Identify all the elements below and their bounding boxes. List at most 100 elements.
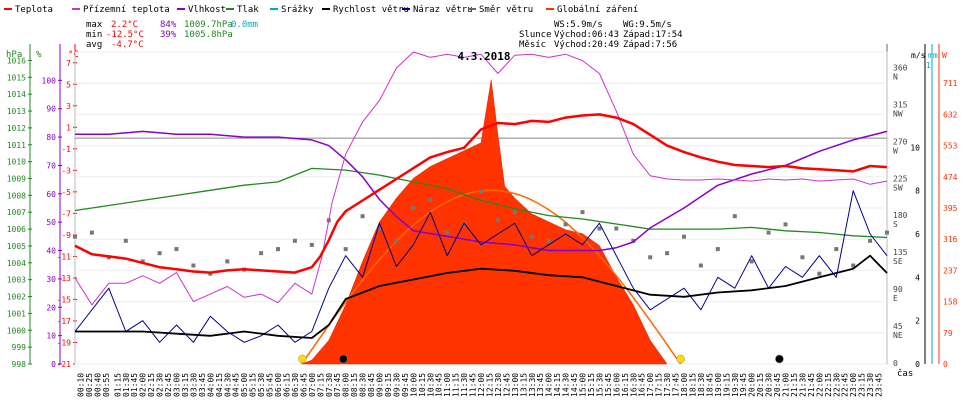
x-tick-label: 04:30 — [223, 373, 232, 397]
x-tick-label: 20:15 — [756, 373, 765, 397]
mm-unit: mm — [928, 51, 938, 60]
x-tick-label: 12:30 — [494, 373, 503, 397]
w-tick: 158 — [943, 298, 958, 307]
wind-direction-point — [360, 214, 365, 219]
hpa-axis-tick: 1009 — [7, 174, 26, 183]
x-tick-label: 18:45 — [705, 373, 714, 397]
dir-label: N — [893, 72, 898, 81]
ms-tick: 8 — [915, 187, 920, 196]
hpa-axis-tick: 1002 — [7, 293, 26, 302]
info-wg: WG:9.5m/s — [623, 20, 672, 30]
x-tick-label: 15:00 — [579, 373, 588, 397]
hpa-unit: hPa — [6, 50, 22, 60]
pct-axis-tick: 90 — [46, 105, 56, 114]
x-tick-label: 04:45 — [232, 373, 241, 397]
dir-tick: 0 — [893, 359, 898, 368]
x-tick-label: 05:00 — [240, 373, 249, 397]
dir-tick: 225 — [893, 174, 908, 183]
wind-direction-point — [428, 197, 433, 202]
x-tick-label: 11:15 — [452, 373, 461, 397]
wind-direction-point — [614, 226, 619, 231]
x-tick-label: 11:00 — [443, 373, 452, 397]
dir-tick: 315 — [893, 100, 908, 109]
x-tick-label: 17:15 — [655, 373, 664, 397]
legend-label: Srážky — [281, 5, 314, 15]
ms-tick: 2 — [915, 317, 920, 326]
x-tick-label: 07:15 — [316, 373, 325, 397]
hpa-axis-tick: 1014 — [7, 90, 26, 99]
x-tick-label: 14:15 — [553, 373, 562, 397]
wind-direction-point — [479, 189, 483, 194]
x-tick-label: 19:15 — [722, 373, 731, 397]
hpa-axis-tick: 1013 — [7, 107, 26, 116]
legend-label: Teplota — [15, 5, 53, 15]
dir-label: S — [893, 220, 898, 229]
ms-tick: 6 — [915, 230, 920, 239]
x-tick-label: 10:15 — [418, 373, 427, 397]
x-tick-label: 17:45 — [672, 373, 681, 397]
mm-tick: 1 — [926, 61, 931, 70]
stats-max-label: max — [86, 20, 103, 30]
wind-direction-point — [851, 263, 856, 268]
w-tick: 237 — [943, 266, 958, 275]
dir-tick: 360 — [893, 63, 908, 72]
degc-axis-tick: -19 — [57, 338, 72, 347]
degc-axis-tick: -13 — [57, 274, 72, 283]
degc-axis-tick: 1 — [66, 123, 71, 132]
x-tick-label: 19:00 — [714, 373, 723, 397]
wind-direction-point — [563, 222, 568, 227]
wind-direction-point — [462, 222, 467, 227]
x-tick-label: 03:45 — [198, 373, 207, 397]
wind-direction-point — [715, 247, 720, 252]
stats-min-temp: -12.5°C — [106, 30, 144, 40]
wind-direction-point — [377, 226, 382, 231]
x-tick-label: 23:45 — [875, 373, 884, 397]
wind-direction-point — [512, 210, 517, 215]
x-tick-label: 20:45 — [773, 373, 782, 397]
ground-temperature-line — [74, 51, 888, 306]
stats-max-press: 1009.7hPa — [184, 20, 233, 30]
x-tick-label: 09:30 — [392, 373, 401, 397]
x-tick-label: 08:15 — [350, 373, 359, 397]
wind-direction-point — [800, 255, 805, 260]
x-tick-label: 21:00 — [782, 373, 791, 397]
dir-tick: 270 — [893, 137, 908, 146]
stats-min-label: min — [86, 30, 102, 40]
x-tick-label: 00:25 — [85, 373, 94, 397]
wind-direction-point — [394, 238, 399, 243]
x-tick-label: 09:15 — [384, 373, 393, 397]
wind-direction-point — [89, 230, 94, 235]
stats-min-press: 1005.8hPa — [184, 30, 233, 40]
wind-direction-point — [580, 210, 585, 215]
pct-axis-tick: 50 — [46, 218, 56, 227]
chart-title: 4.3.2018 — [458, 50, 511, 63]
wind-direction-point — [597, 226, 602, 231]
hpa-axis-tick: 1003 — [7, 276, 26, 285]
wind-direction-point — [343, 247, 348, 252]
x-tick-label: 00:10 — [77, 373, 86, 397]
radiation-area — [301, 79, 668, 365]
x-tick-label: 15:15 — [587, 373, 596, 397]
x-tick-label: 05:15 — [249, 373, 258, 397]
degc-axis-tick: 3 — [66, 102, 71, 111]
temperature-line — [74, 113, 888, 274]
pct-axis-tick: 80 — [46, 133, 56, 142]
pct-axis-tick: 30 — [46, 275, 56, 284]
info-mesic-vychod: Východ:20:49 — [554, 40, 619, 50]
hpa-axis-tick: 1001 — [7, 309, 26, 318]
dir-tick: 180 — [893, 211, 908, 220]
wind-direction-point — [529, 234, 534, 239]
x-tick-label: 09:45 — [401, 373, 410, 397]
x-tick-label: 10:45 — [435, 373, 444, 397]
degc-axis-tick: -7 — [61, 209, 71, 218]
wind-direction-point — [174, 247, 179, 252]
x-tick-label: 21:15 — [790, 373, 799, 397]
x-tick-label: 02:00 — [139, 373, 148, 397]
x-tick-label: 22:00 — [815, 373, 824, 397]
legend-label: Vlhkost — [188, 5, 226, 15]
x-tick-label: 15:45 — [604, 373, 613, 397]
x-tick-label: 16:30 — [629, 373, 638, 397]
dir-tick: 90 — [893, 285, 903, 294]
info-block: WS:5.9m/s WG:9.5m/s Slunce Východ:06:43 … — [519, 20, 683, 50]
